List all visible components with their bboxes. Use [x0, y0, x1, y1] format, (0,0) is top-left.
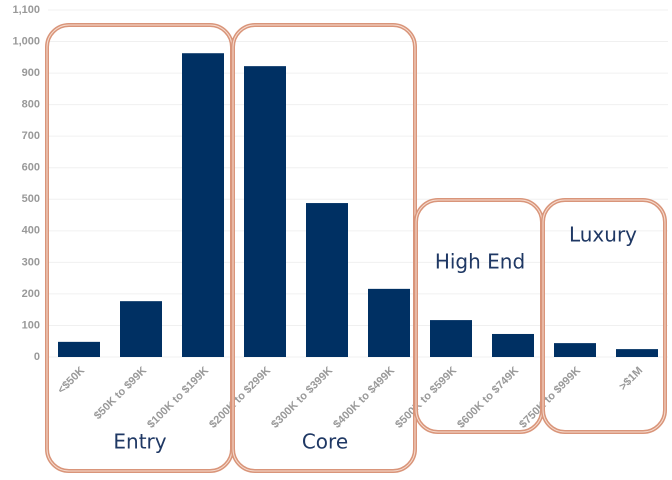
bar [430, 320, 472, 357]
y-tick-label: 1,000 [12, 35, 40, 47]
bar [58, 341, 100, 357]
group-box-inner [542, 199, 666, 433]
y-tick-label: 700 [22, 130, 40, 142]
bar [244, 66, 286, 357]
bar [182, 53, 224, 357]
y-tick-label: 800 [22, 99, 40, 111]
group-label: Entry [113, 430, 166, 454]
bar [368, 288, 410, 357]
group-label: High End [435, 250, 525, 274]
x-tick-label: $600K to $749K [455, 365, 521, 431]
y-tick-label: 900 [22, 67, 40, 79]
x-tick-label: $200K to $299K [207, 365, 273, 431]
x-tick-label: <$50K [56, 365, 88, 397]
group-label: Luxury [569, 223, 637, 247]
x-tick-label: $50K to $99K [92, 365, 149, 422]
y-tick-label: 1,100 [12, 4, 40, 16]
y-tick-label: 500 [22, 193, 40, 205]
y-tick-label: 200 [22, 288, 40, 300]
x-tick-label: $500K to $599K [393, 365, 459, 431]
bar [616, 349, 658, 357]
x-tick-label: $100K to $199K [145, 365, 211, 431]
y-tick-label: 100 [22, 319, 40, 331]
y-tick-label: 300 [22, 256, 40, 268]
x-tick-label: $400K to $499K [331, 365, 397, 431]
bar [120, 301, 162, 357]
y-tick-label: 0 [34, 351, 40, 363]
y-tick-label: 600 [22, 162, 40, 174]
x-tick-label: >$1M [617, 365, 645, 393]
bar [492, 333, 534, 357]
bar [554, 343, 596, 357]
bar [306, 203, 348, 357]
group-label: Core [302, 430, 348, 454]
x-tick-label: $750K to $999K [517, 365, 583, 431]
y-tick-label: 400 [22, 225, 40, 237]
x-tick-label: $300K to $399K [269, 365, 335, 431]
